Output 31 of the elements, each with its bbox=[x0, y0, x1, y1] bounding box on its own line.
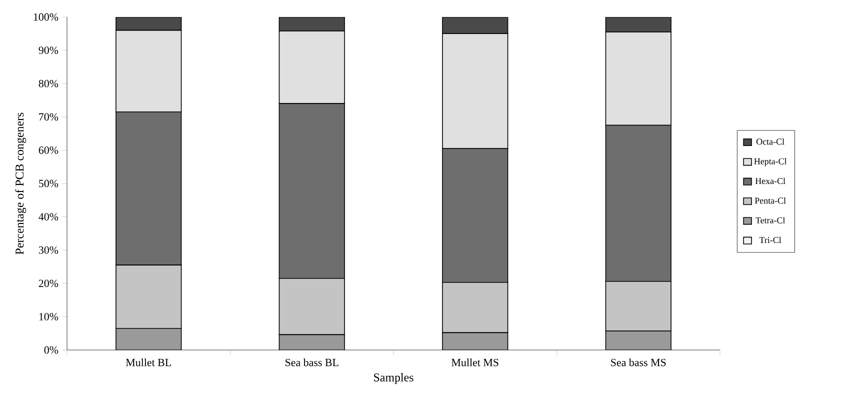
bar bbox=[605, 330, 672, 350]
legend-label: Hexa-Cl bbox=[755, 178, 786, 184]
bar bbox=[605, 16, 672, 32]
y-tick-label: 70% bbox=[39, 113, 58, 121]
bar bbox=[116, 328, 182, 350]
y-tick-label: 30% bbox=[38, 246, 58, 254]
y-tick-label: 40% bbox=[38, 213, 58, 221]
legend-label: Tetra-Cl bbox=[756, 217, 786, 224]
legend-label: Octa-Cl bbox=[756, 138, 784, 145]
bar bbox=[278, 16, 345, 32]
bar bbox=[278, 334, 345, 350]
x-tick-label: Mullet BL bbox=[126, 358, 171, 366]
y-tick-label: 60% bbox=[38, 146, 58, 154]
y-tick-label: 20% bbox=[38, 280, 58, 288]
y-tick-label: 10% bbox=[39, 312, 58, 320]
x-tick-label: Mullet MS bbox=[452, 358, 498, 366]
y-axis-title: Percentage of PCB congeners bbox=[15, 112, 26, 254]
y-tick-label: 100% bbox=[34, 13, 58, 21]
y-tick-label: 0% bbox=[44, 346, 58, 354]
legend-label: Hepta-Cl bbox=[754, 158, 787, 166]
x-tick-label: Sea bass MS bbox=[611, 358, 666, 366]
bar bbox=[442, 332, 508, 350]
x-tick-label: Sea bass BL bbox=[286, 358, 338, 366]
x-axis-title: Samples bbox=[374, 373, 414, 384]
bar bbox=[442, 16, 508, 34]
y-tick-label: 50% bbox=[39, 180, 58, 188]
y-tick-label: 90% bbox=[38, 46, 58, 54]
legend-label: Tri-Cl bbox=[759, 236, 782, 244]
y-tick-label: 80% bbox=[38, 80, 58, 88]
legend-label: Penta-Cl bbox=[754, 197, 786, 204]
bar bbox=[116, 16, 182, 31]
